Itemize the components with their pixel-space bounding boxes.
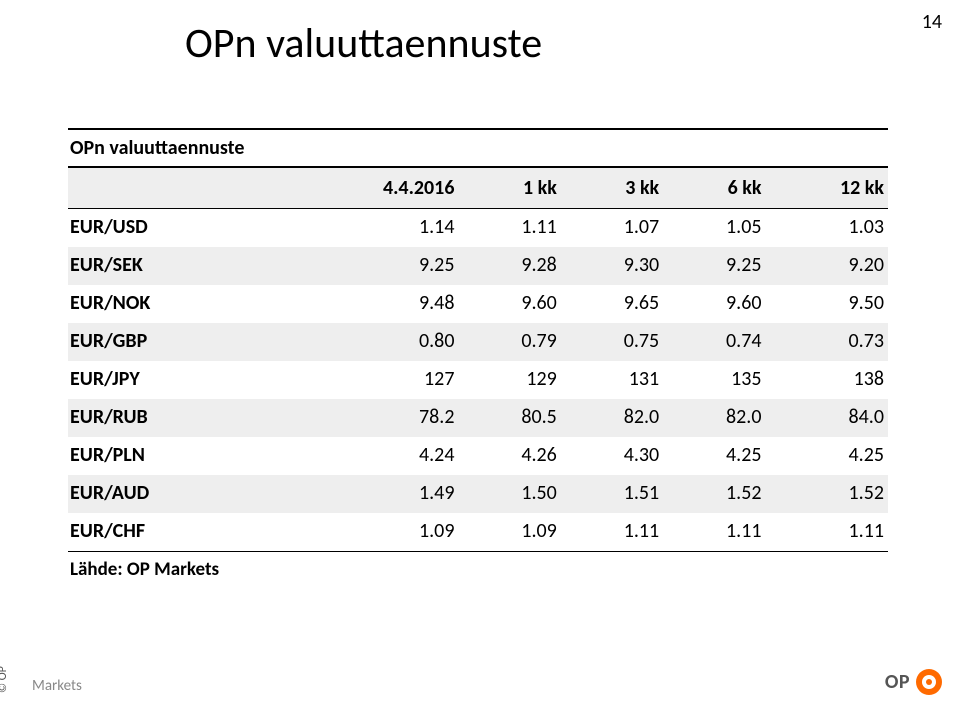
row-label: EUR/RUB [68,399,271,437]
table-row: EUR/GBP 0.80 0.79 0.75 0.74 0.73 [68,323,888,361]
table-source: Lähde: OP Markets [68,552,888,590]
cell: 4.26 [458,437,560,475]
row-label: EUR/AUD [68,475,271,513]
cell: 9.30 [561,247,663,285]
col-head-0 [68,167,271,209]
cell: 4.25 [663,437,765,475]
row-label: EUR/PLN [68,437,271,475]
row-label: EUR/CHF [68,513,271,552]
cell: 82.0 [561,399,663,437]
cell: 1.05 [663,209,765,248]
cell: 1.52 [663,475,765,513]
cell: 84.0 [766,399,889,437]
row-label: EUR/USD [68,209,271,248]
cell: 9.20 [766,247,889,285]
cell: 1.14 [271,209,458,248]
table-row: EUR/JPY 127 129 131 135 138 [68,361,888,399]
table-row: EUR/AUD 1.49 1.50 1.51 1.52 1.52 [68,475,888,513]
cell: 1.50 [458,475,560,513]
col-head-5: 12 kk [766,167,889,209]
cell: 1.09 [458,513,560,552]
cell: 0.73 [766,323,889,361]
page-number: 14 [922,10,942,34]
cell: 0.75 [561,323,663,361]
cell: 9.25 [663,247,765,285]
cell: 127 [271,361,458,399]
cell: 1.11 [458,209,560,248]
brand-text: OP [885,670,910,694]
cell: 4.24 [271,437,458,475]
cell: 78.2 [271,399,458,437]
row-label: EUR/SEK [68,247,271,285]
cell: 9.60 [663,285,765,323]
cell: 1.03 [766,209,889,248]
cell: 138 [766,361,889,399]
cell: 1.11 [561,513,663,552]
cell: 131 [561,361,663,399]
cell: 129 [458,361,560,399]
forecast-table: OPn valuuttaennuste 4.4.2016 1 kk 3 kk 6… [68,128,888,589]
table-row: EUR/RUB 78.2 80.5 82.0 82.0 84.0 [68,399,888,437]
cell: 1.52 [766,475,889,513]
row-label: EUR/JPY [68,361,271,399]
cell: 0.80 [271,323,458,361]
cell: 82.0 [663,399,765,437]
cell: 9.50 [766,285,889,323]
table-row: EUR/NOK 9.48 9.60 9.65 9.60 9.50 [68,285,888,323]
footer-markets: Markets [32,677,82,695]
col-head-4: 6 kk [663,167,765,209]
col-head-2: 1 kk [458,167,560,209]
cell: 1.07 [561,209,663,248]
footer: © OP Markets OP [0,663,960,695]
op-logo-icon [916,669,942,695]
row-label: EUR/NOK [68,285,271,323]
cell: 4.25 [766,437,889,475]
page-title: OPn valuuttaennuste [185,18,542,69]
cell: 9.28 [458,247,560,285]
section-title: OPn valuuttaennuste [68,129,888,167]
cell: 0.74 [663,323,765,361]
row-label: EUR/GBP [68,323,271,361]
cell: 9.48 [271,285,458,323]
col-head-3: 3 kk [561,167,663,209]
cell: 1.51 [561,475,663,513]
cell: 1.11 [663,513,765,552]
cell: 4.30 [561,437,663,475]
cell: 80.5 [458,399,560,437]
cell: 9.65 [561,285,663,323]
cell: 1.49 [271,475,458,513]
cell: 1.09 [271,513,458,552]
cell: 1.11 [766,513,889,552]
col-head-1: 4.4.2016 [271,167,458,209]
table-row: EUR/PLN 4.24 4.26 4.30 4.25 4.25 [68,437,888,475]
copyright: © OP [0,666,10,693]
cell: 9.60 [458,285,560,323]
cell: 135 [663,361,765,399]
table-row: EUR/USD 1.14 1.11 1.07 1.05 1.03 [68,209,888,248]
brand-logo: OP [885,669,942,695]
cell: 0.79 [458,323,560,361]
cell: 9.25 [271,247,458,285]
table-row: EUR/CHF 1.09 1.09 1.11 1.11 1.11 [68,513,888,552]
table-row: EUR/SEK 9.25 9.28 9.30 9.25 9.20 [68,247,888,285]
